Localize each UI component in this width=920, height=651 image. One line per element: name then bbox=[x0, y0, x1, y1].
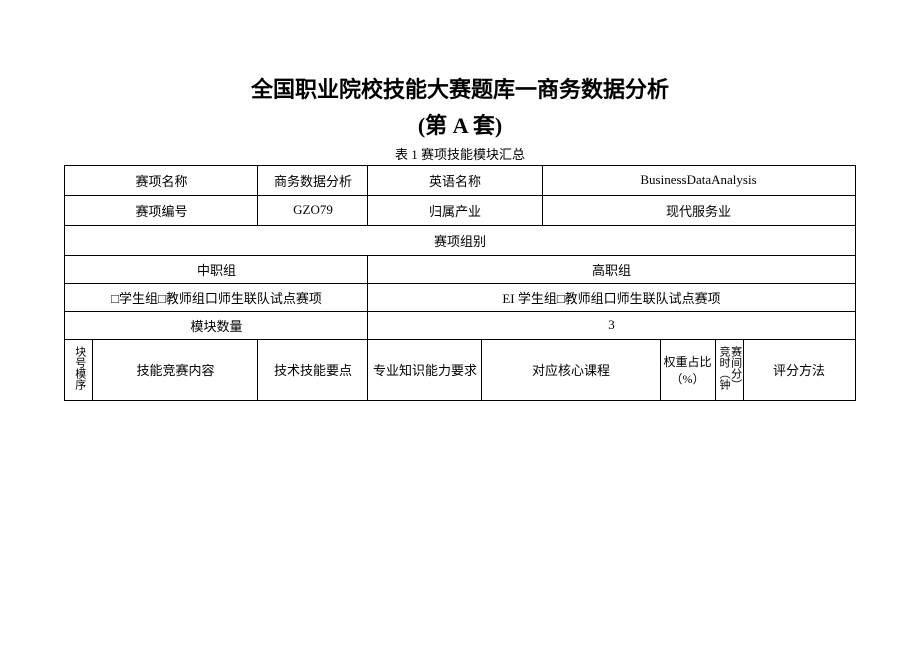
col-weight-pct: 权重占比（%） bbox=[660, 339, 715, 400]
vocational-checkbox-row: □学生组□教师组口师生联队试点赛项 bbox=[65, 283, 368, 311]
event-name-value: 商务数据分析 bbox=[258, 165, 368, 195]
col-knowledge-req: 专业知识能力要求 bbox=[368, 339, 482, 400]
vocational-group-label: 中职组 bbox=[65, 255, 368, 283]
col-tech-points: 技术技能要点 bbox=[258, 339, 368, 400]
col-scoring-method: 评分方法 bbox=[743, 339, 855, 400]
event-code-label: 赛项编号 bbox=[65, 195, 258, 225]
event-name-label: 赛项名称 bbox=[65, 165, 258, 195]
skills-table: 赛项名称 商务数据分析 英语名称 BusinessDataAnalysis 赛项… bbox=[64, 165, 855, 401]
module-count-label: 模块数量 bbox=[65, 311, 368, 339]
table-row: 中职组 高职组 bbox=[65, 255, 855, 283]
industry-value: 现代服务业 bbox=[542, 195, 855, 225]
col-core-courses: 对应核心课程 bbox=[482, 339, 660, 400]
english-name-value: BusinessDataAnalysis bbox=[542, 165, 855, 195]
group-header: 赛项组别 bbox=[65, 225, 855, 255]
industry-label: 归属产业 bbox=[368, 195, 542, 225]
table-header-row: 块号模序 技能竞赛内容 技术技能要点 专业知识能力要求 对应核心课程 权重占比（… bbox=[65, 339, 855, 400]
higher-checkbox-row: EI 学生组□教师组口师生联队试点赛项 bbox=[368, 283, 855, 311]
english-name-label: 英语名称 bbox=[368, 165, 542, 195]
higher-group-label: 高职组 bbox=[368, 255, 855, 283]
table-row: 赛项名称 商务数据分析 英语名称 BusinessDataAnalysis bbox=[65, 165, 855, 195]
event-code-value: GZO79 bbox=[258, 195, 368, 225]
title-main: 全国职业院校技能大赛题库一商务数据分析 bbox=[0, 75, 920, 106]
document-page: 全国职业院校技能大赛题库一商务数据分析 (第 A 套) 表 1 赛项技能模块汇总… bbox=[0, 0, 920, 651]
col-module-index: 块号模序 bbox=[65, 339, 93, 400]
table-row: 模块数量 3 bbox=[65, 311, 855, 339]
table-row: 赛项编号 GZO79 归属产业 现代服务业 bbox=[65, 195, 855, 225]
table-row: 赛项组别 bbox=[65, 225, 855, 255]
table-caption: 表 1 赛项技能模块汇总 bbox=[0, 144, 920, 163]
table-row: □学生组□教师组口师生联队试点赛项 EI 学生组□教师组口师生联队试点赛项 bbox=[65, 283, 855, 311]
col-skill-content: 技能竞赛内容 bbox=[93, 339, 258, 400]
col-time-minutes: 赛间分）竞时（钟 bbox=[715, 339, 743, 400]
module-count-value: 3 bbox=[368, 311, 855, 339]
title-sub: (第 A 套) bbox=[0, 111, 920, 142]
